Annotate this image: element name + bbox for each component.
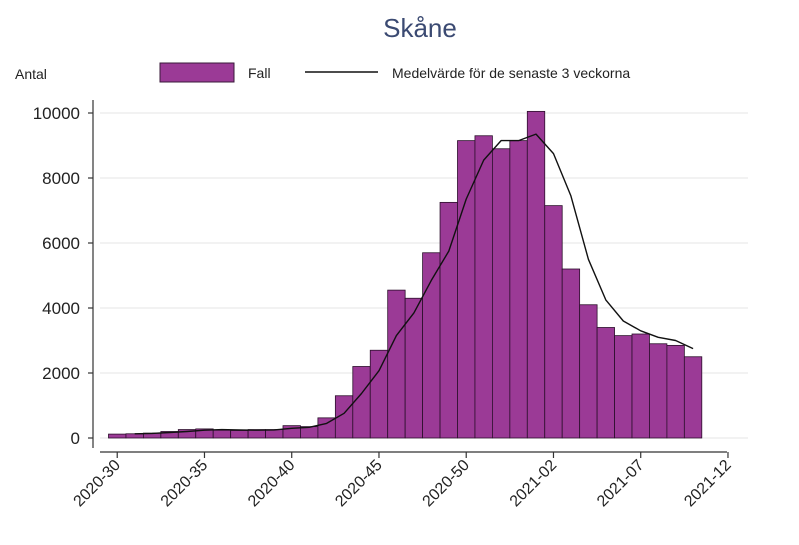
bar [666,344,685,439]
bar [230,430,249,439]
y-ticks: 0 2000 4000 6000 8000 10000 [33,104,93,448]
bar [404,297,423,439]
bar [614,335,633,439]
bar [631,333,650,439]
bar [526,110,546,439]
bar [125,433,144,439]
y-axis-label: Antal [15,66,47,82]
legend: Fall Medelvärde för de senaste 3 veckorn… [159,62,630,83]
average-line [134,133,694,435]
legend-label-fall: Fall [248,65,271,81]
y-tick-label: 2000 [42,364,80,383]
bar [509,140,528,439]
bar [544,205,563,439]
bar [579,304,598,439]
bar [265,429,284,439]
y-tick-label: 4000 [42,299,80,318]
y-tick-label: 0 [71,429,80,448]
bar [352,366,371,439]
bar [491,148,511,439]
bar [683,356,703,439]
bar [317,417,336,439]
bar [561,268,581,439]
bar [369,349,389,439]
bars [108,110,703,439]
average-line-group [134,133,694,435]
bar [474,135,493,439]
bar [387,289,406,439]
y-tick-label: 6000 [42,234,80,253]
bar [439,201,458,439]
bar [649,343,668,439]
bar [596,327,615,439]
bar [212,429,232,439]
legend-swatch-fall [159,62,235,83]
y-tick-label: 10000 [33,104,80,123]
y-tick-label: 8000 [42,169,80,188]
legend-label-average: Medelvärde för de senaste 3 veckorna [392,65,630,81]
chart-title: Skåne [383,13,457,43]
bar [108,433,127,439]
